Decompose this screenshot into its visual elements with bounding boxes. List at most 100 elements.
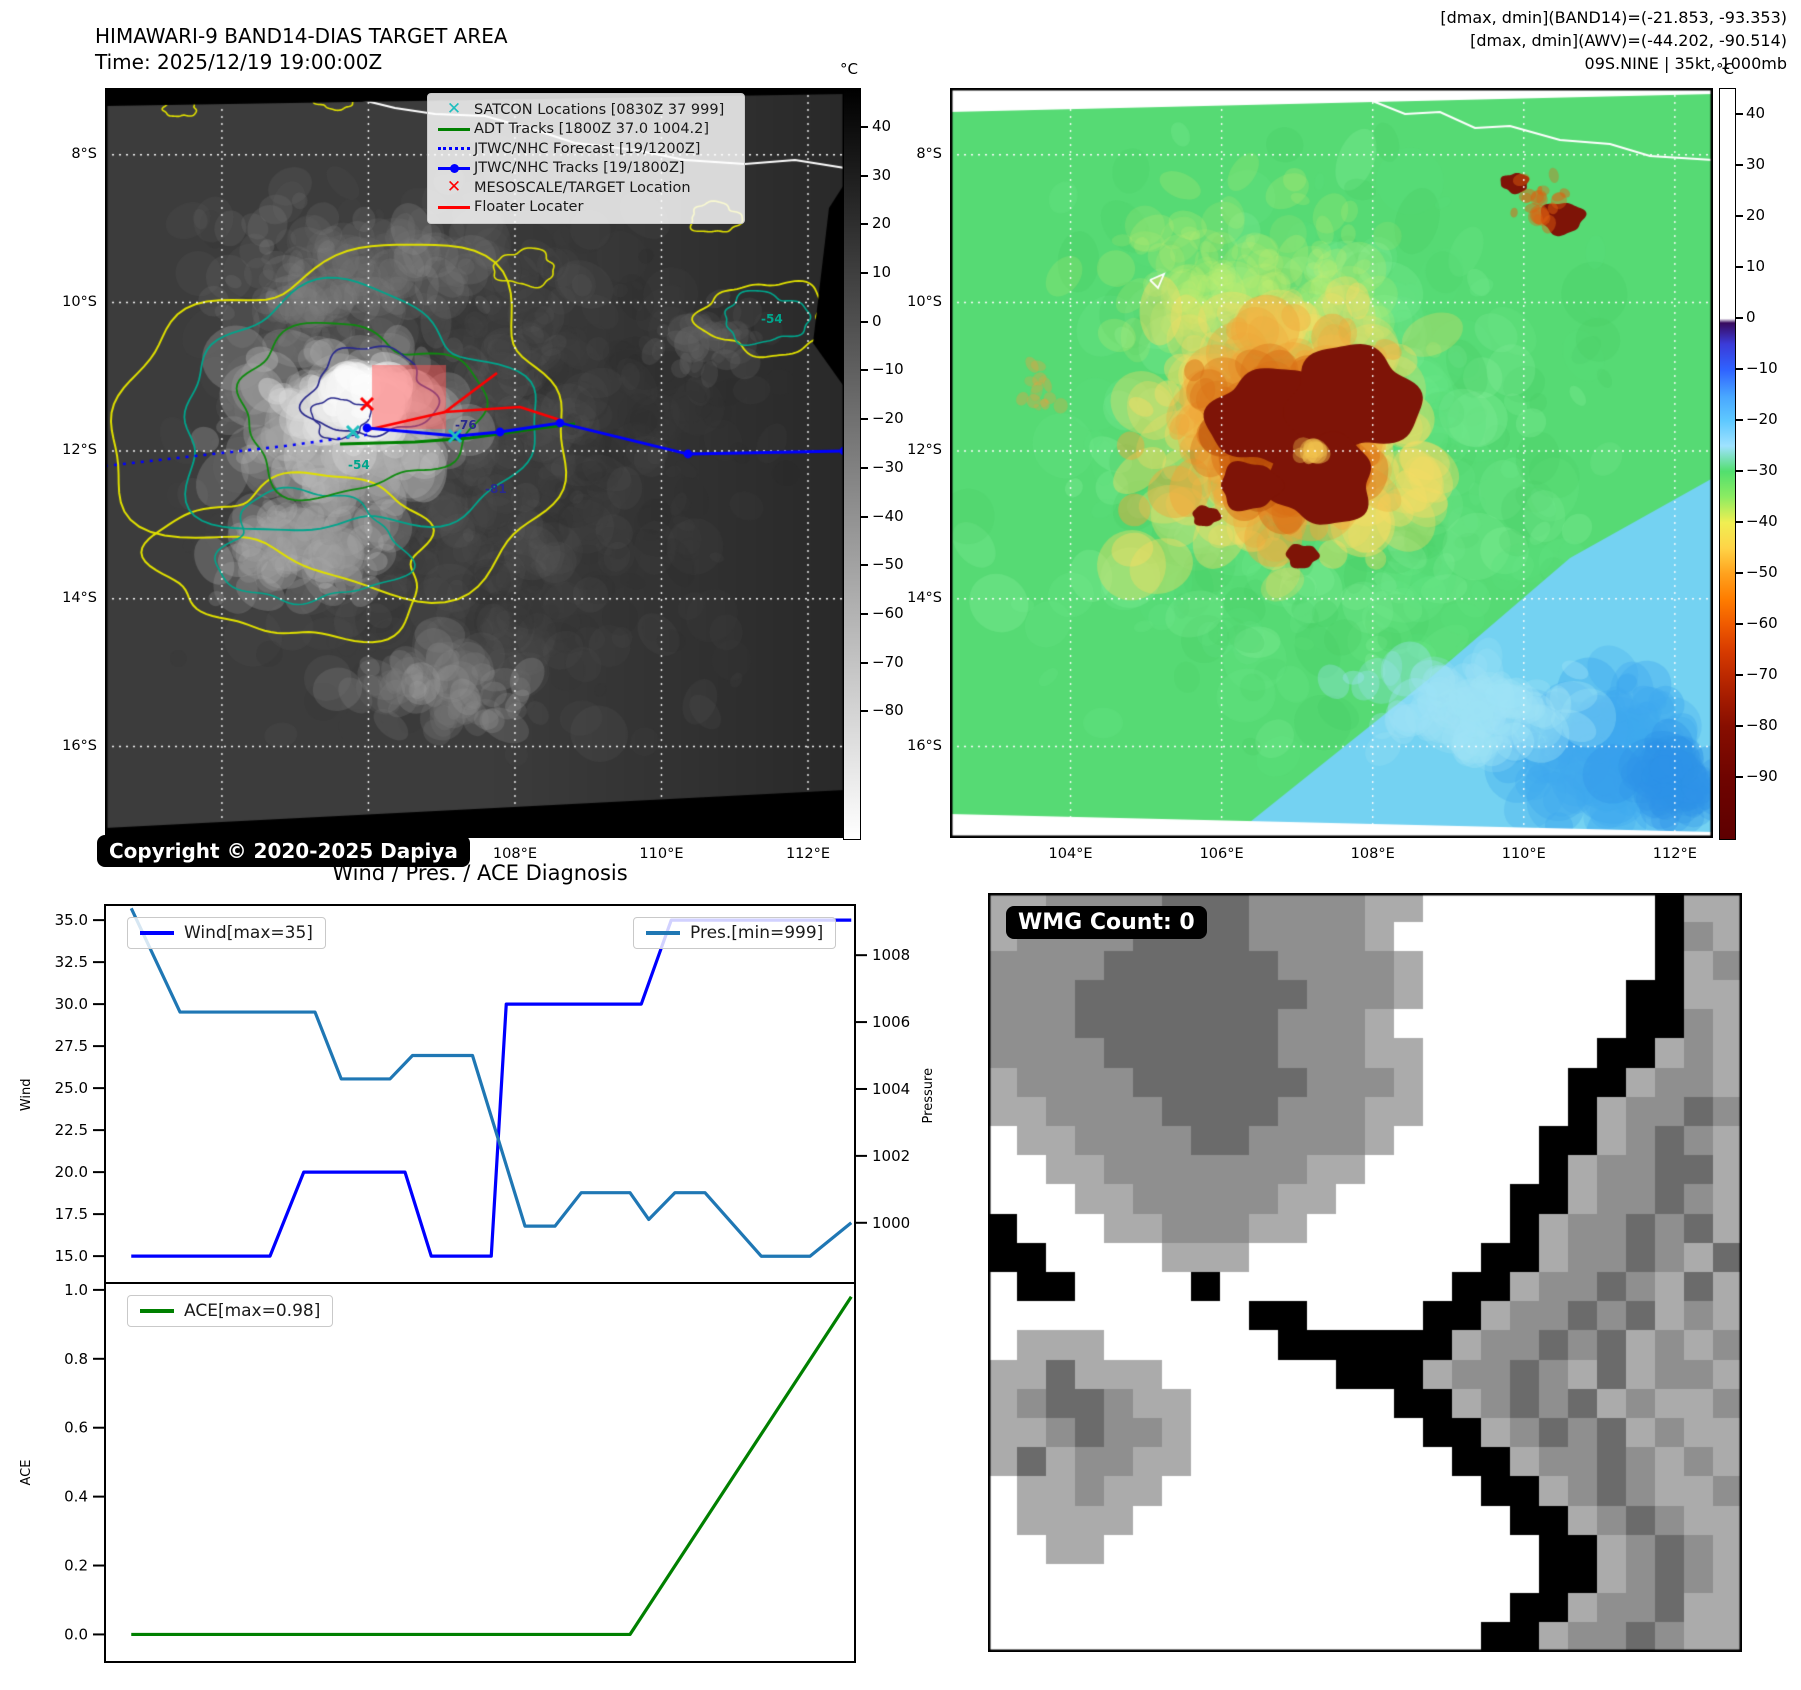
awv-colorbar-tickmark <box>1736 520 1743 523</box>
awv-lon-ticklabel: 110°E <box>1501 846 1546 862</box>
band14-colorbar-ticklabel: −40 <box>872 506 904 525</box>
wind-legend: Wind[max=35] <box>127 917 326 949</box>
wind-pres-chart-frame <box>104 904 856 1284</box>
wind-ticklabel: 27.5 <box>55 1037 88 1055</box>
wind-pres-ace-charts: 35.0 32.5 30.0 27.5 25.0 22.5 20.0 17.5 15.0 1008… <box>19 904 936 1663</box>
awv-lat-ticklabel: 10°S <box>907 293 942 310</box>
band14-lat-ticklabel: 8°S <box>71 145 97 162</box>
band14-colorbar-tickmark <box>861 466 868 469</box>
awv-colorbar-tickmark <box>1736 163 1743 166</box>
band14-colorbar-tickmark <box>861 174 868 177</box>
awv-colorbar-ticklabel: 20 <box>1746 205 1766 224</box>
awv-lon-ticklabel: 106°E <box>1199 846 1244 862</box>
awv-satellite-map <box>950 88 1713 838</box>
band14-title: HIMAWARI-9 BAND14-DIAS TARGET AREA <box>95 24 508 48</box>
legend-item-label: ADT Tracks [1800Z 37.0 1004.2] <box>474 121 710 138</box>
band14-colorbar-tickmark <box>861 223 868 226</box>
legend-line-icon <box>140 1309 174 1313</box>
dotted-line-icon <box>434 147 474 151</box>
band14-colorbar-tickmark <box>861 320 868 323</box>
band14-colorbar-ticklabel: 0 <box>872 311 882 330</box>
contour-label: -76 <box>455 418 477 432</box>
band14-colorbar-ticklabel: −10 <box>872 360 904 379</box>
line-dot-icon <box>434 163 474 173</box>
x-marker-icon: ✕ <box>446 177 462 198</box>
awv-colorbar-ticklabel: −40 <box>1746 511 1778 530</box>
legend-label: Pres.[min=999] <box>690 923 824 943</box>
awv-colorbar <box>1719 88 1736 840</box>
awv-colorbar-ticklabel: −80 <box>1746 715 1778 734</box>
awv-colorbar-tickmark <box>1736 367 1743 370</box>
awv-colorbar-ticklabel: 40 <box>1746 103 1766 122</box>
awv-colorbar-tickmark <box>1736 214 1743 217</box>
awv-lon-ticklabel: 112°E <box>1652 846 1697 862</box>
wind-ticklabel: 15.0 <box>55 1247 88 1265</box>
band14-colorbar-tickmark <box>861 564 868 567</box>
ace-axis-label: ACE <box>19 1460 34 1486</box>
wind-ticklabel: 30.0 <box>55 995 88 1013</box>
awv-colorbar-ticklabel: −30 <box>1746 460 1778 479</box>
band14-lat-ticklabel: 14°S <box>62 589 97 606</box>
ace-legend: ACE[max=0.98] <box>127 1295 334 1327</box>
legend-item: ✕ SATCON Locations [0830Z 37 999] <box>434 100 734 120</box>
ace-chart-frame <box>104 1282 856 1663</box>
awv-header-dmax-band14: [dmax, dmin](BAND14)=(-21.853, -93.353) <box>1440 8 1787 27</box>
awv-colorbar-tickmark <box>1736 265 1743 268</box>
pressure-ticklabel: 1004 <box>872 1080 910 1098</box>
band14-lat-ticklabel: 12°S <box>62 442 97 458</box>
pres-legend: Pres.[min=999] <box>633 917 837 949</box>
legend-item: Floater Locater <box>434 198 734 218</box>
awv-lon-ticklabel: 108°E <box>1350 846 1395 862</box>
pressure-axis-label: Pressure <box>921 1068 936 1124</box>
wmg-grid-map <box>988 893 1742 1652</box>
wind-ticklabel: 17.5 <box>55 1205 88 1223</box>
line-icon <box>434 127 474 131</box>
awv-colorbar-tickmark <box>1736 673 1743 676</box>
contour-label: -81 <box>485 482 507 496</box>
wind-ticklabel: 20.0 <box>55 1163 88 1181</box>
awv-lat-ticklabel: 12°S <box>907 442 942 458</box>
awv-colorbar-ticklabel: −10 <box>1746 358 1778 377</box>
legend-item-label: SATCON Locations [0830Z 37 999] <box>474 101 725 118</box>
wind-ticklabel: 35.0 <box>55 911 88 929</box>
legend-line-icon <box>140 931 174 935</box>
band14-lat-ticklabel: 16°S <box>62 737 97 754</box>
band14-colorbar-tickmark <box>861 125 868 128</box>
band14-lon-ticklabel: 112°E <box>785 846 831 862</box>
awv-colorbar-ticklabel: −50 <box>1746 562 1778 581</box>
ace-ticklabel: 0.0 <box>64 1625 88 1643</box>
ace-ticklabel: 0.2 <box>64 1557 88 1575</box>
ace-ticklabel: 0.6 <box>64 1419 88 1437</box>
awv-colorbar-ticklabel: 30 <box>1746 154 1766 173</box>
band14-colorbar-ticklabel: 40 <box>872 116 892 135</box>
awv-colorbar-ticklabel: −90 <box>1746 766 1778 785</box>
awv-lat-ticklabel: 16°S <box>907 737 942 754</box>
wind-ticklabel: 25.0 <box>55 1079 88 1097</box>
band14-map-legend: ✕ SATCON Locations [0830Z 37 999] ADT Trac… <box>427 93 745 224</box>
band14-colorbar-tickmark <box>861 612 868 615</box>
awv-colorbar-tickmark <box>1736 724 1743 727</box>
band14-colorbar-ticklabel: −70 <box>872 652 904 671</box>
band14-time: Time: 2025/12/19 19:00:00Z <box>95 50 383 74</box>
band14-colorbar-tickmark <box>861 710 868 713</box>
wind-axis-label: Wind <box>19 1079 34 1112</box>
awv-colorbar-ticklabel: 0 <box>1746 307 1756 326</box>
band14-colorbar-tickmark <box>861 661 868 664</box>
awv-colorbar-tickmark <box>1736 775 1743 778</box>
awv-colorbar-ticklabel: −20 <box>1746 409 1778 428</box>
ace-line <box>131 1295 853 1637</box>
band14-colorbar <box>843 88 861 840</box>
ace-ticklabel: 0.4 <box>64 1488 88 1506</box>
awv-colorbar-ticklabel: 10 <box>1746 256 1766 275</box>
contour-label: -54 <box>761 312 783 326</box>
awv-colorbar-tickmark <box>1736 316 1743 319</box>
legend-line-icon <box>646 931 680 935</box>
ace-ticklabel: 0.8 <box>64 1350 88 1368</box>
pressure-ticklabel: 1006 <box>872 1013 910 1031</box>
x-marker-icon: ✕ <box>446 99 462 120</box>
band14-lon-ticklabel: 110°E <box>639 846 684 862</box>
legend-item: ADT Tracks [1800Z 37.0 1004.2] <box>434 120 734 140</box>
awv-header-dmax-awv: [dmax, dmin](AWV)=(-44.202, -90.514) <box>1470 31 1787 50</box>
awv-colorbar-unit: °C <box>1716 60 1734 78</box>
